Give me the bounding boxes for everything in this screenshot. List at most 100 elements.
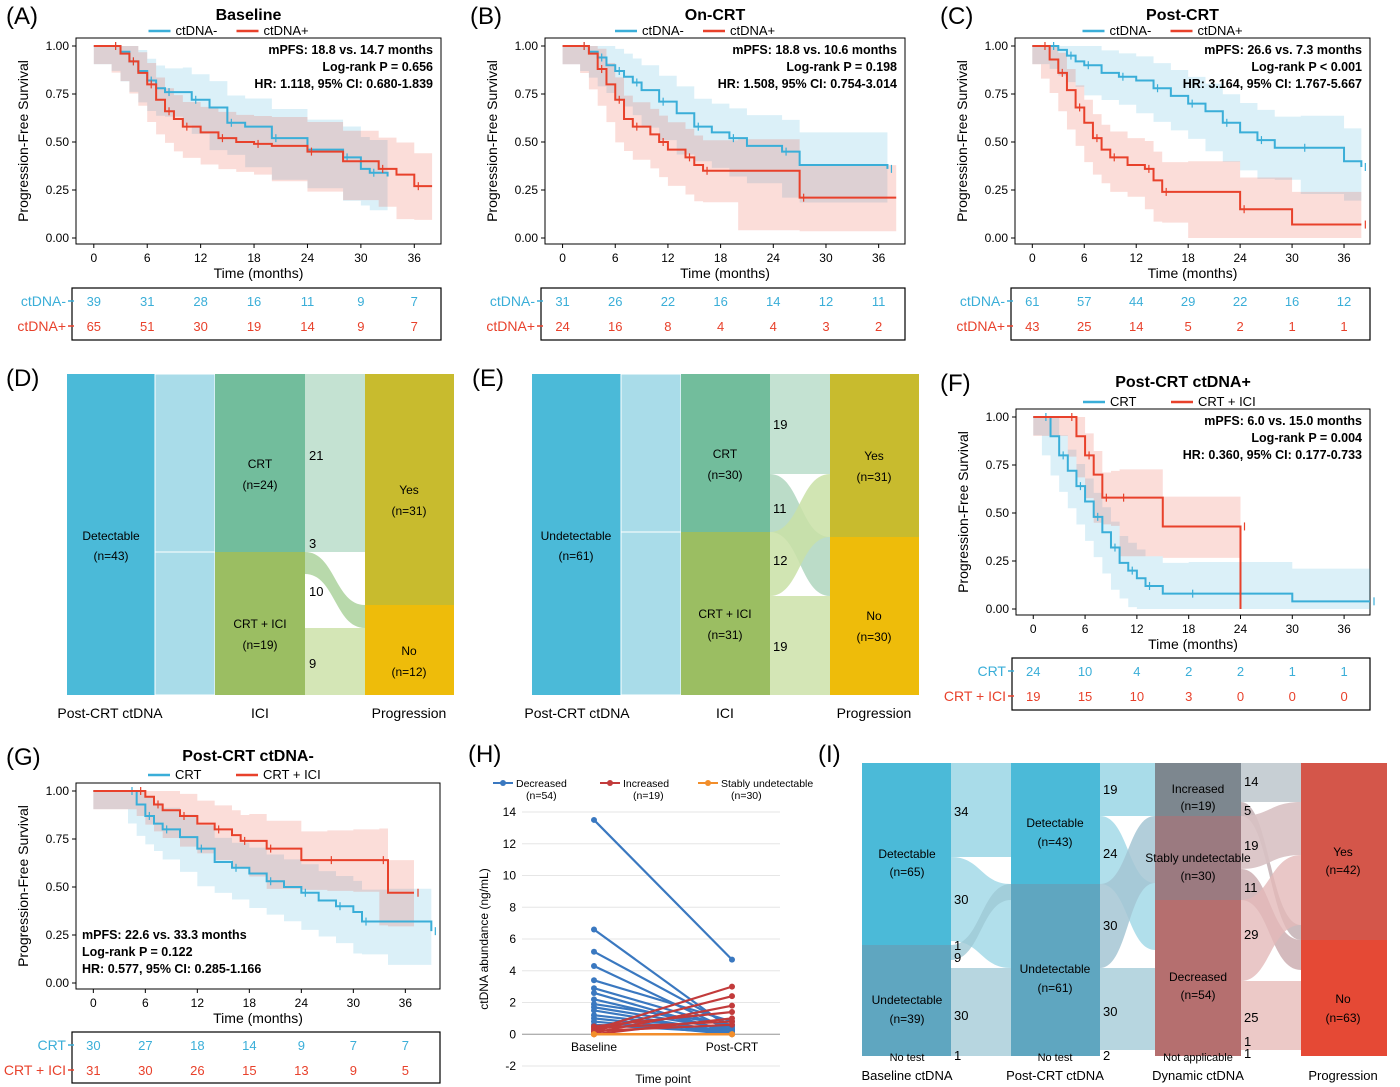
flow-band xyxy=(1241,763,1301,802)
node-label: No test xyxy=(890,1052,925,1064)
x-tick-label: 36 xyxy=(399,996,413,1010)
survival-line xyxy=(1032,45,1362,226)
risk-table-cell: 10 xyxy=(1078,664,1092,679)
risk-table-cell: 15 xyxy=(1078,689,1092,704)
legend-count: (n=30) xyxy=(731,790,762,802)
risk-table-cell: 16 xyxy=(608,319,622,334)
flow-band xyxy=(1100,968,1155,1050)
x-tick-label: 6 xyxy=(144,251,151,265)
legend-label: ctDNA- xyxy=(1110,23,1152,38)
risk-table-cell: 61 xyxy=(1025,294,1039,309)
risk-table-cell: 14 xyxy=(300,319,314,334)
flow-number: 29 xyxy=(1244,927,1258,942)
node-label: No xyxy=(866,609,882,623)
node-label: No xyxy=(401,644,417,658)
data-point xyxy=(729,1031,735,1038)
x-tick-label: 36 xyxy=(408,251,422,265)
patient-line xyxy=(593,985,733,1031)
flow-number: 2 xyxy=(1103,1048,1110,1063)
alluvial-panel-dynamic: (I) Detectable (n xyxy=(818,741,1387,1083)
ci-band xyxy=(1032,46,1362,238)
y-tick-label: 0.50 xyxy=(986,506,1010,520)
y-tick-label: 0.25 xyxy=(46,183,70,197)
x-tick-label: 12 xyxy=(1130,251,1144,265)
risk-table-cell: 14 xyxy=(1129,319,1143,334)
node-count: (n=30) xyxy=(856,630,891,644)
risk-table-cell: 9 xyxy=(357,294,364,309)
node-count: (n=54) xyxy=(1180,988,1215,1002)
survival-line xyxy=(1033,416,1370,603)
stat-annotation: Log-rank P < 0.001 xyxy=(1251,60,1362,74)
y-tick-label: 1.00 xyxy=(986,410,1010,424)
data-point xyxy=(591,962,597,969)
stat-annotation: mPFS: 22.6 vs. 33.3 months xyxy=(82,928,247,942)
x-tick-label: 0 xyxy=(559,251,566,265)
risk-table-cell: 11 xyxy=(872,294,886,309)
risk-table-cell: 31 xyxy=(140,294,154,309)
node-count: (n=31) xyxy=(856,470,891,484)
survival-line xyxy=(93,790,433,932)
survival-line xyxy=(562,45,897,199)
node-count: (n=30) xyxy=(1180,869,1215,883)
node-stably-undetectable xyxy=(1155,816,1241,900)
stat-annotation: mPFS: 18.8 vs. 14.7 months xyxy=(268,43,433,57)
risk-table-cell: 24 xyxy=(1026,664,1040,679)
flow-number: 19 xyxy=(773,639,787,654)
y-tick-label: 0.00 xyxy=(46,976,70,990)
node-count: (n=24) xyxy=(242,478,277,492)
y-axis-label: Progression-Free Survival xyxy=(955,431,971,593)
risk-table-cell: 7 xyxy=(350,1038,357,1053)
panel-letter: (B) xyxy=(470,3,502,30)
risk-table-frame xyxy=(71,287,442,341)
node-yes xyxy=(365,374,454,605)
x-tick-label: 36 xyxy=(1337,622,1351,636)
risk-table-cell: 1 xyxy=(1289,664,1296,679)
risk-table-cell: 28 xyxy=(193,294,207,309)
km-panel-post-crt: (C) Post-CRTctDNA-ctDNA+0.000.250.500.751… xyxy=(940,3,1371,341)
ci-band xyxy=(1033,417,1241,609)
risk-table-cell: 2 xyxy=(1185,664,1192,679)
risk-table-cell: 10 xyxy=(1130,689,1144,704)
data-point xyxy=(729,993,735,1000)
y-tick-label: 1.00 xyxy=(46,39,70,53)
x-tick-label: 18 xyxy=(1181,251,1195,265)
data-point xyxy=(591,948,597,955)
flow-number: 1 xyxy=(954,1048,961,1063)
x-tick-label: 36 xyxy=(872,251,886,265)
risk-table-cell: 7 xyxy=(411,319,418,334)
flow-number: 25 xyxy=(1244,1010,1258,1025)
y-tick-label: 0.25 xyxy=(986,554,1010,568)
legend-label: CRT + ICI xyxy=(1198,394,1256,409)
flow-number: 1 xyxy=(1244,1046,1251,1061)
risk-table-cell: 44 xyxy=(1129,294,1143,309)
ci-band xyxy=(1032,46,1362,201)
risk-table-cell: 11 xyxy=(301,294,315,309)
panel-letter: (I) xyxy=(818,741,841,768)
panel-letter: (D) xyxy=(6,365,39,392)
flow-band xyxy=(951,884,1011,960)
data-point xyxy=(729,1021,735,1028)
risk-table-cell: 8 xyxy=(664,319,671,334)
y-tick-label: -2 xyxy=(505,1059,516,1073)
x-tick-label: 18 xyxy=(1182,622,1196,636)
risk-table-cell: 5 xyxy=(402,1063,409,1078)
risk-table-cell: 2 xyxy=(1237,664,1244,679)
y-tick-label: 0.50 xyxy=(46,880,70,894)
risk-table-cell: 22 xyxy=(661,294,675,309)
legend-label: CRT xyxy=(175,767,202,782)
node-progression-yes xyxy=(1301,763,1387,940)
patient-line xyxy=(593,819,733,961)
node-label: Yes xyxy=(399,483,419,497)
node-label: Undetectable xyxy=(541,529,612,543)
km-panel-post-crt-ctdna-pos: (F) Post-CRT ctDNA+ CRT CRT + ICI 0.00 0.25 0.… xyxy=(940,370,1375,711)
flow-band xyxy=(305,628,365,695)
node-label: No xyxy=(1335,992,1351,1006)
node-not-applicable xyxy=(1155,1050,1241,1056)
ci-band xyxy=(562,46,888,203)
node-label: Yes xyxy=(1333,845,1353,859)
axis-label: Dynamic ctDNA xyxy=(1152,1068,1244,1083)
risk-table-frame xyxy=(540,287,906,341)
stat-annotation: HR: 3.164, 95% CI: 1.767-5.667 xyxy=(1183,77,1362,91)
node-crt xyxy=(681,374,770,532)
risk-row-label: ctDNA+ xyxy=(17,318,66,334)
